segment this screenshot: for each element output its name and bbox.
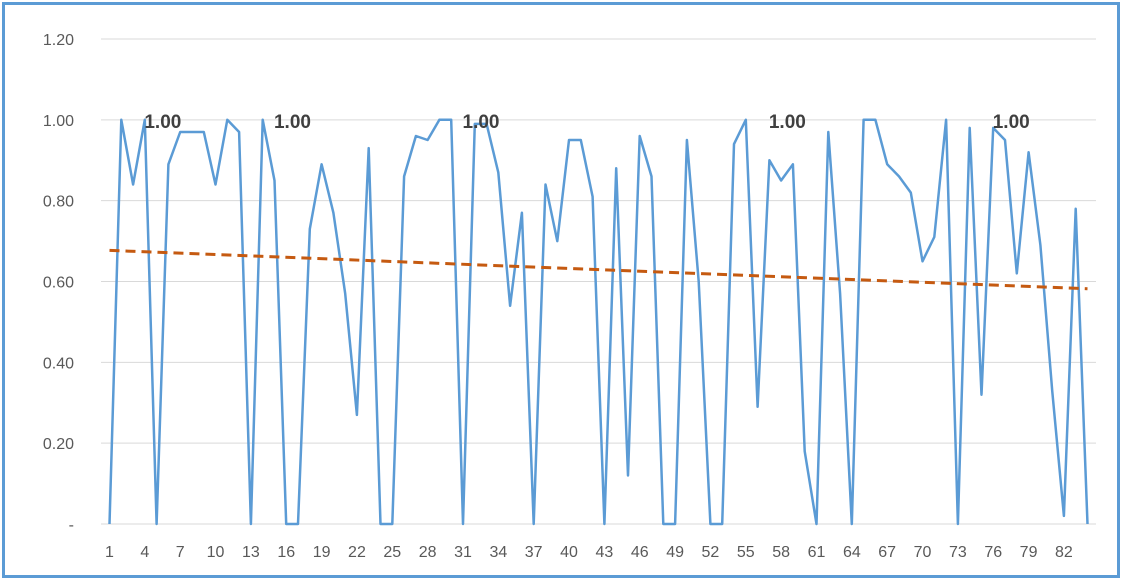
chart-frame: [2, 2, 1120, 578]
x-tick-label: 7: [176, 544, 185, 561]
y-tick-label: -: [69, 517, 74, 534]
data-label: 1.00: [274, 112, 311, 133]
x-tick-label: 76: [984, 544, 1002, 561]
x-tick-label: 82: [1055, 544, 1073, 561]
x-tick-label: 79: [1020, 544, 1038, 561]
data-label: 1.00: [769, 112, 806, 133]
x-tick-label: 13: [242, 544, 260, 561]
x-tick-label: 28: [419, 544, 437, 561]
data-label: 1.00: [144, 112, 181, 133]
data-label: 1.00: [993, 112, 1030, 133]
x-tick-label: 49: [666, 544, 684, 561]
x-tick-label: 61: [808, 544, 826, 561]
x-tick-label: 40: [560, 544, 578, 561]
x-tick-label: 52: [702, 544, 720, 561]
y-tick-label: 0.20: [43, 436, 74, 453]
x-tick-label: 46: [631, 544, 649, 561]
x-tick-label: 10: [207, 544, 225, 561]
y-tick-label: 1.20: [43, 32, 74, 49]
x-tick-label: 34: [489, 544, 507, 561]
x-tick-label: 25: [383, 544, 401, 561]
x-tick-label: 37: [525, 544, 543, 561]
trendline: [109, 248, 1088, 291]
x-tick-label: 31: [454, 544, 472, 561]
y-tick-label: 0.40: [43, 355, 74, 372]
x-tick-label: 73: [949, 544, 967, 561]
x-tick-label: 67: [878, 544, 896, 561]
y-tick-label: 1.00: [43, 113, 74, 130]
x-tick-label: 4: [140, 544, 149, 561]
x-tick-label: 70: [914, 544, 932, 561]
x-tick-label: 58: [772, 544, 790, 561]
x-tick-label: 1: [105, 544, 114, 561]
x-tick-label: 19: [313, 544, 331, 561]
y-tick-label: 0.60: [43, 275, 74, 292]
x-tick-label: 43: [595, 544, 613, 561]
y-tick-label: 0.80: [43, 194, 74, 211]
x-tick-label: 64: [843, 544, 861, 561]
series-line: [108, 118, 1089, 526]
data-label: 1.00: [463, 112, 500, 133]
x-tick-label: 16: [277, 544, 295, 561]
x-tick-label: 55: [737, 544, 755, 561]
x-tick-label: 22: [348, 544, 366, 561]
